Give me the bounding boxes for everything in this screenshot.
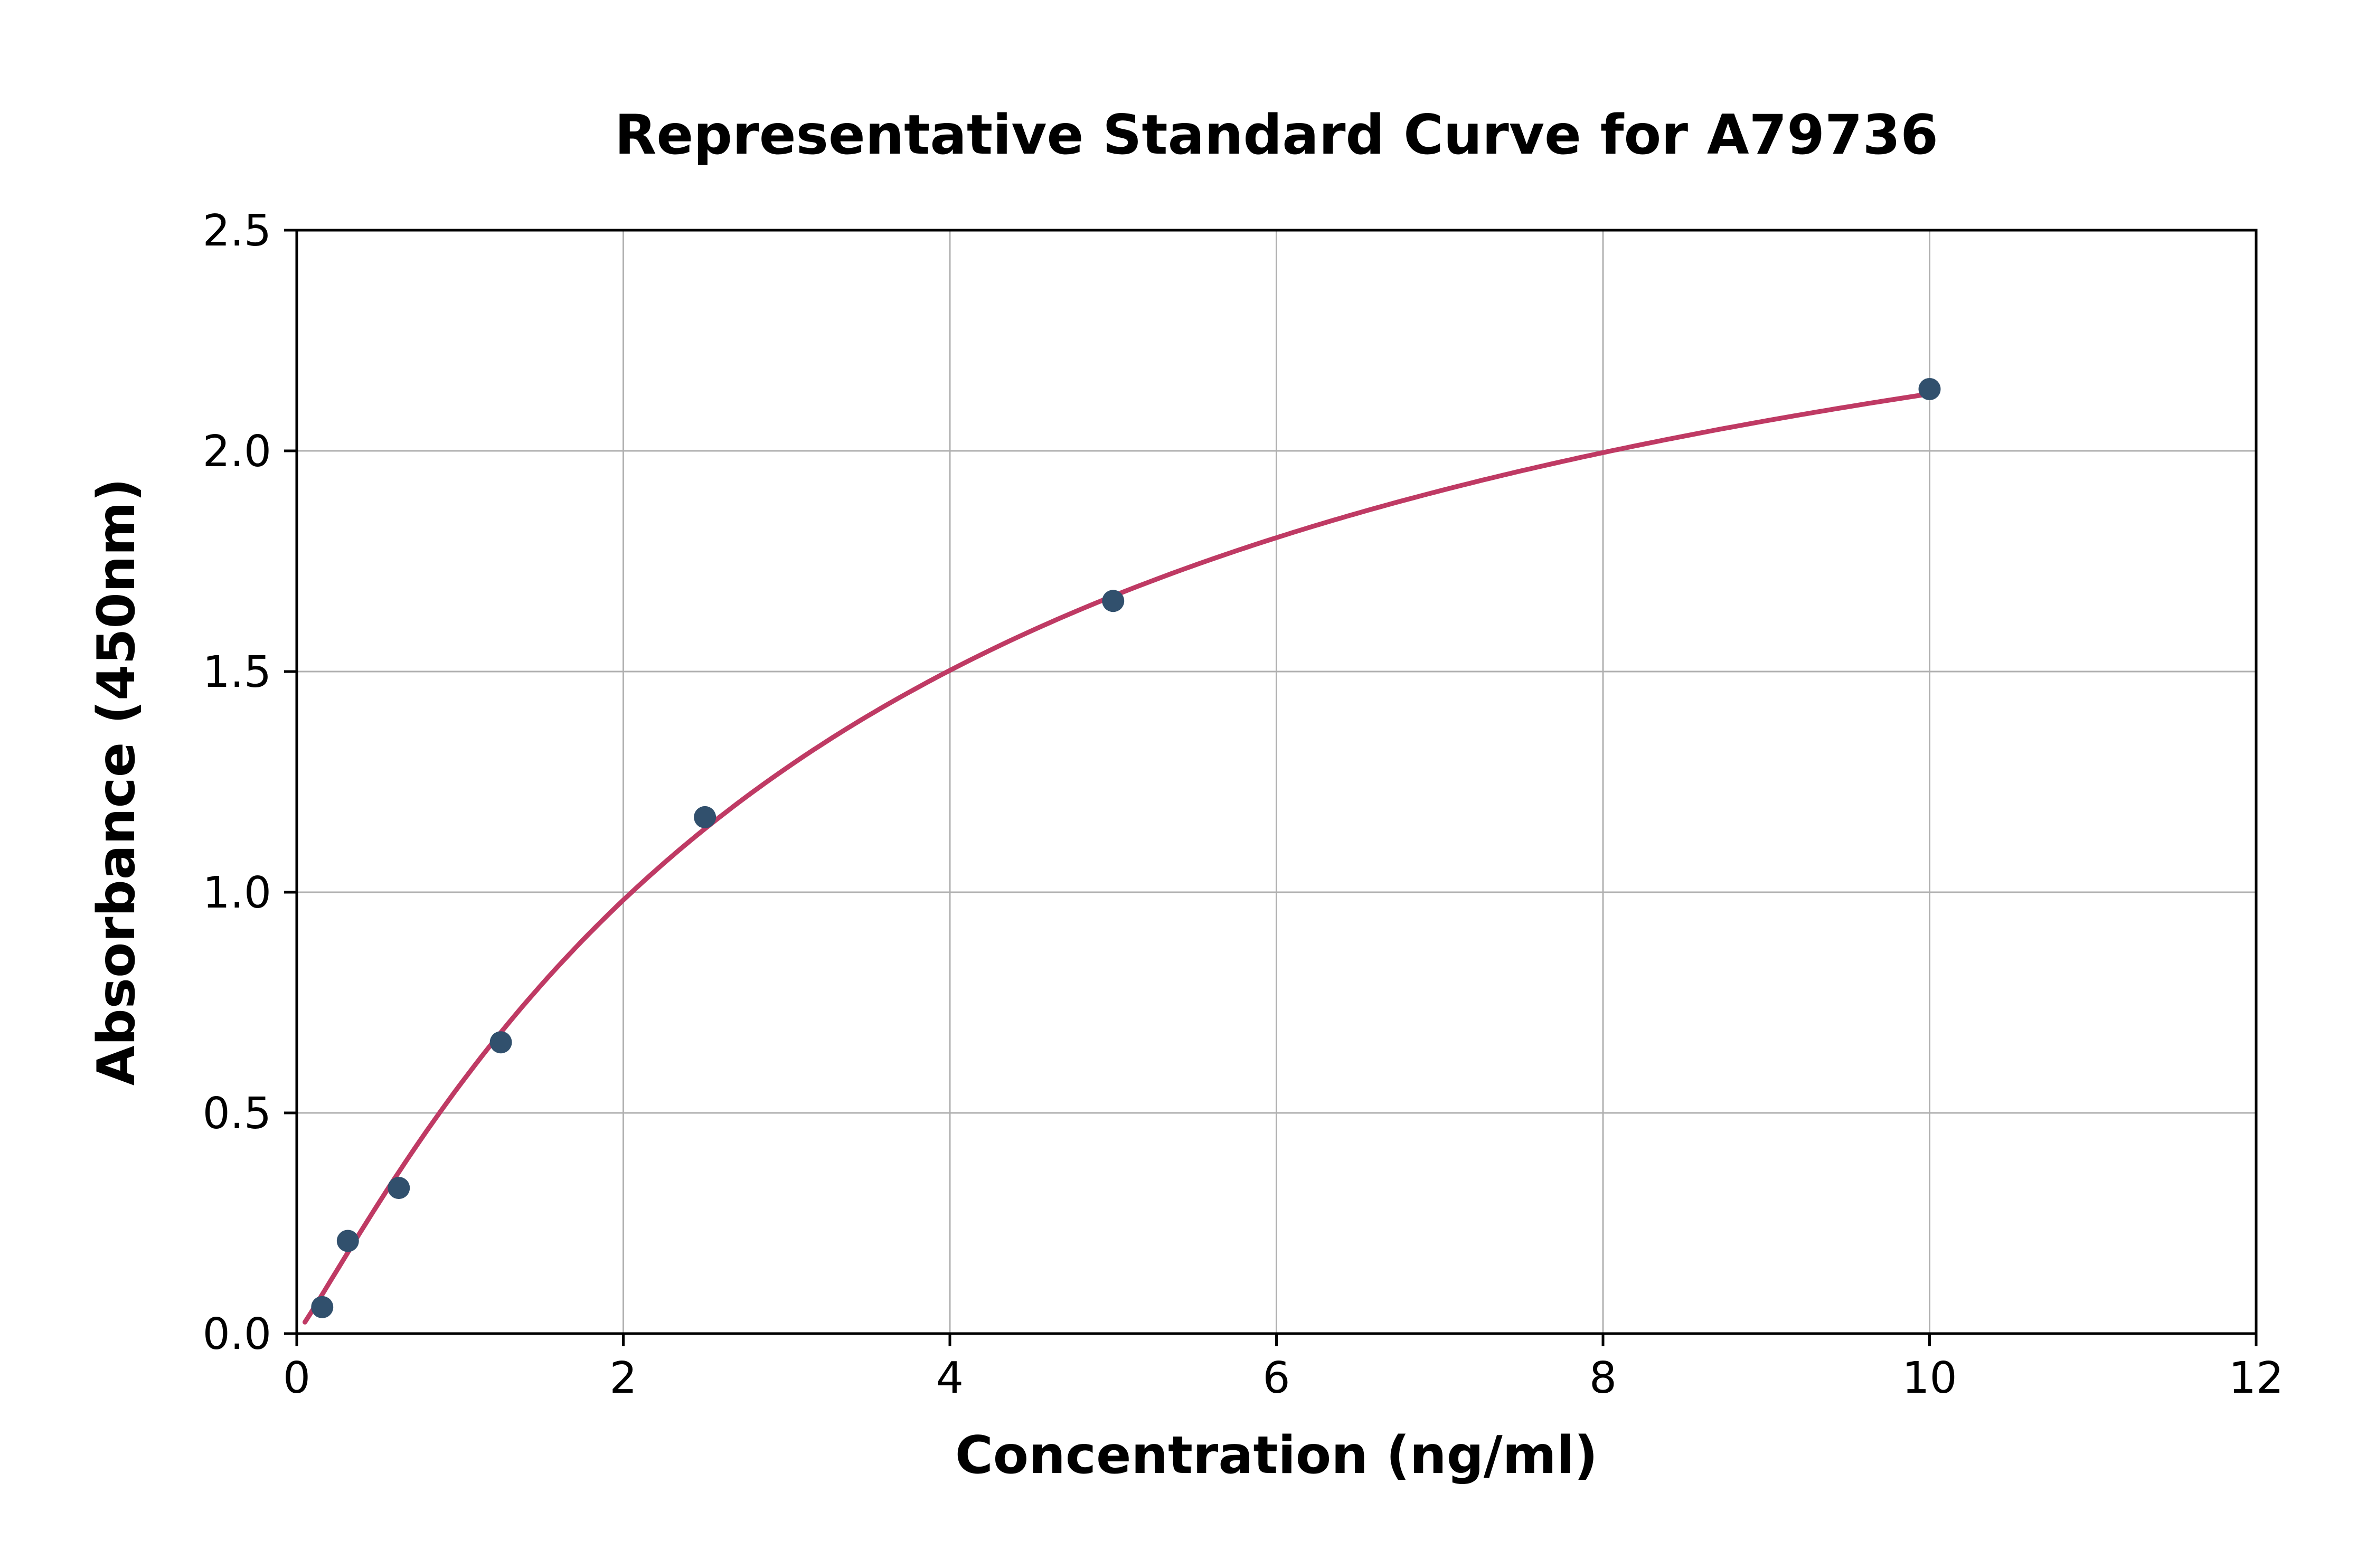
x-tick-label: 2 bbox=[609, 1353, 637, 1403]
data-point bbox=[694, 806, 716, 828]
data-point bbox=[489, 1031, 512, 1054]
y-tick-label: 2.0 bbox=[203, 427, 271, 477]
plot-border bbox=[295, 229, 2258, 1335]
data-point bbox=[336, 1230, 359, 1252]
chart-title: Representative Standard Curve for A79736 bbox=[615, 103, 1938, 167]
x-tick-label: 0 bbox=[283, 1353, 310, 1403]
data-point bbox=[388, 1177, 410, 1199]
y-tick-label: 2.5 bbox=[203, 206, 271, 256]
x-tick-label: 4 bbox=[936, 1353, 964, 1403]
y-tick-label: 0.0 bbox=[203, 1309, 271, 1359]
x-tick-label: 6 bbox=[1262, 1353, 1290, 1403]
x-axis-label: Concentration (ng/ml) bbox=[955, 1425, 1598, 1486]
data-point bbox=[311, 1296, 334, 1318]
y-tick-label: 1.5 bbox=[203, 647, 271, 697]
x-tick-label: 8 bbox=[1589, 1353, 1617, 1403]
x-tick-label: 12 bbox=[2229, 1353, 2284, 1403]
data-point bbox=[1918, 377, 1941, 400]
y-tick-label: 1.0 bbox=[203, 868, 271, 918]
fit-curve bbox=[303, 391, 1932, 1325]
x-tick-label: 10 bbox=[1902, 1353, 1957, 1403]
y-tick-label: 0.5 bbox=[203, 1089, 271, 1139]
data-point bbox=[1102, 590, 1125, 612]
